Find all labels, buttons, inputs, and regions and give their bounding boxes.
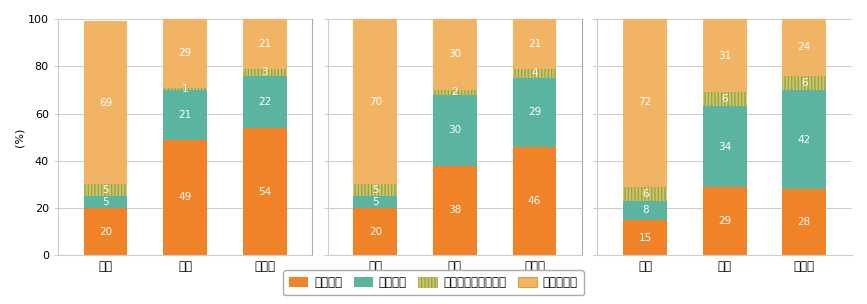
Text: 3: 3 — [261, 67, 268, 77]
Text: 69: 69 — [99, 98, 112, 108]
Bar — [163, 19, 207, 88]
Bar — [623, 187, 667, 201]
Bar — [703, 187, 746, 255]
Bar — [243, 19, 286, 69]
Text: 2: 2 — [452, 87, 459, 97]
Text: 6: 6 — [721, 94, 728, 104]
Text: 6: 6 — [801, 78, 807, 88]
Bar — [512, 147, 557, 255]
Bar — [354, 185, 397, 196]
Text: 1: 1 — [182, 84, 188, 94]
Y-axis label: (%): (%) — [15, 127, 25, 147]
Bar — [354, 185, 397, 196]
Bar — [512, 19, 557, 69]
Text: 38: 38 — [448, 206, 461, 216]
Bar — [243, 69, 286, 76]
Bar — [433, 166, 477, 255]
Text: 34: 34 — [718, 142, 732, 152]
Bar — [354, 196, 397, 208]
Text: 29: 29 — [718, 216, 732, 226]
Bar — [243, 19, 286, 69]
Text: 8: 8 — [642, 206, 649, 216]
Bar — [243, 128, 286, 255]
Text: 30: 30 — [448, 125, 461, 135]
Bar — [433, 19, 477, 90]
Bar — [703, 92, 746, 106]
Text: 42: 42 — [798, 135, 811, 144]
Bar — [354, 19, 397, 185]
Bar — [703, 19, 746, 92]
Text: 6: 6 — [642, 189, 649, 199]
Bar — [703, 92, 746, 106]
Text: 22: 22 — [258, 97, 271, 107]
Bar — [163, 88, 207, 90]
Text: 46: 46 — [528, 196, 541, 206]
Bar — [623, 17, 667, 187]
Bar — [83, 21, 127, 185]
Bar — [512, 19, 557, 69]
Text: 5: 5 — [102, 185, 109, 195]
Bar — [163, 19, 207, 88]
Bar — [433, 90, 477, 95]
Bar — [83, 21, 127, 185]
Bar — [163, 140, 207, 255]
Text: 49: 49 — [179, 192, 192, 202]
Bar — [623, 220, 667, 255]
Bar — [782, 189, 826, 255]
Bar — [782, 19, 826, 76]
Text: 30: 30 — [448, 50, 461, 60]
Bar — [623, 17, 667, 187]
Bar — [782, 90, 826, 189]
Text: 24: 24 — [798, 42, 811, 52]
Bar — [243, 69, 286, 76]
Bar — [433, 90, 477, 95]
Bar — [782, 19, 826, 76]
Bar — [83, 196, 127, 208]
Bar — [354, 19, 397, 185]
Bar — [623, 187, 667, 201]
Bar — [512, 69, 557, 78]
Bar — [512, 69, 557, 78]
Bar — [83, 208, 127, 255]
Bar — [782, 76, 826, 90]
Text: 21: 21 — [258, 39, 271, 49]
Text: 20: 20 — [99, 227, 112, 237]
Text: 28: 28 — [798, 217, 811, 227]
Text: 5: 5 — [102, 197, 109, 207]
Text: 31: 31 — [718, 51, 732, 60]
Bar — [354, 208, 397, 255]
Bar — [703, 19, 746, 92]
Text: 21: 21 — [528, 39, 541, 49]
Text: 20: 20 — [368, 227, 382, 237]
Bar — [703, 106, 746, 187]
Text: 21: 21 — [179, 110, 192, 120]
Bar — [163, 90, 207, 140]
Bar — [433, 19, 477, 90]
Text: 72: 72 — [639, 97, 652, 107]
Text: 15: 15 — [639, 233, 652, 243]
Text: 4: 4 — [531, 68, 538, 78]
Text: 29: 29 — [179, 48, 192, 58]
Bar — [83, 185, 127, 196]
Bar — [163, 88, 207, 90]
Bar — [512, 78, 557, 147]
Text: 54: 54 — [258, 187, 271, 197]
Text: 29: 29 — [528, 107, 541, 117]
Bar — [433, 95, 477, 166]
Text: 70: 70 — [368, 97, 382, 107]
Legend: 導入済み, 導入予定, 導入する予定はない, わからない: 導入済み, 導入予定, 導入する予定はない, わからない — [284, 270, 583, 295]
Text: 5: 5 — [372, 185, 379, 195]
Bar — [243, 76, 286, 128]
Bar — [782, 76, 826, 90]
Bar — [623, 201, 667, 220]
Bar — [83, 185, 127, 196]
Text: 5: 5 — [372, 197, 379, 207]
